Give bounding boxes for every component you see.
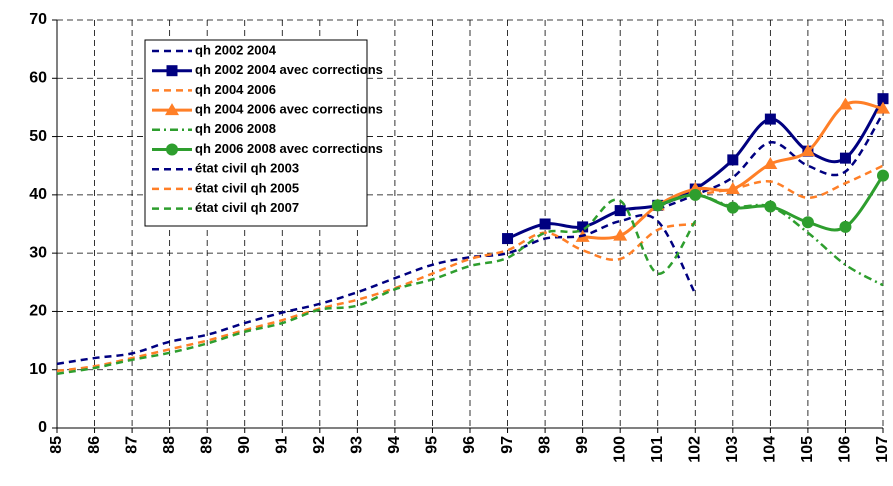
marker: [876, 101, 890, 114]
marker: [727, 154, 739, 166]
legend-label: qh 2002 2004 avec corrections: [195, 62, 383, 77]
marker: [726, 201, 739, 214]
y-tick-label: 0: [38, 419, 47, 436]
marker: [613, 228, 628, 241]
legend-label: état civil qh 2005: [195, 180, 299, 195]
y-tick-label: 30: [29, 244, 47, 261]
legend-label: état civil qh 2003: [195, 161, 299, 176]
x-tick-label: 103: [724, 436, 741, 463]
x-tick-label: 93: [349, 436, 366, 454]
x-tick-label: 96: [461, 436, 478, 454]
x-tick-label: 94: [386, 436, 403, 454]
x-tick-label: 101: [649, 436, 666, 463]
x-tick-label: 104: [762, 436, 779, 463]
marker: [801, 216, 814, 229]
marker: [539, 218, 551, 230]
y-tick-label: 10: [29, 361, 47, 378]
legend: qh 2002 2004 qh 2002 2004 avec correction…: [144, 39, 383, 227]
x-tick-label: 102: [686, 436, 703, 463]
x-tick-label: 88: [161, 436, 178, 454]
marker: [763, 156, 778, 169]
x-tick-label: 99: [574, 436, 591, 454]
marker: [725, 182, 740, 195]
marker: [838, 97, 853, 110]
marker: [166, 143, 178, 156]
marker: [651, 199, 664, 212]
legend-label: qh 2006 2008 avec corrections: [195, 141, 383, 156]
y-tick-label: 40: [29, 186, 47, 203]
marker: [800, 144, 815, 157]
x-tick-label: 106: [837, 436, 854, 463]
x-tick-label: 105: [799, 436, 816, 463]
series-line: [57, 222, 696, 373]
marker: [614, 205, 626, 217]
x-tick-label: 95: [424, 436, 441, 454]
series-line: [57, 213, 697, 366]
legend-label: état civil qh 2007: [195, 200, 299, 215]
legend-label: qh 2006 2008: [195, 121, 276, 136]
x-tick-label: 87: [123, 436, 140, 454]
marker: [839, 152, 851, 164]
x-tick-label: 100: [611, 436, 628, 463]
marker: [877, 169, 889, 182]
y-tick-label: 20: [29, 303, 47, 320]
series-line: [695, 164, 884, 200]
series-line: [57, 198, 697, 376]
y-tick-label: 60: [29, 70, 47, 87]
x-tick-label: 107: [874, 436, 891, 463]
legend-label: qh 2004 2006 avec corrections: [195, 102, 383, 117]
marker: [166, 65, 178, 77]
x-tick-label: 86: [86, 436, 103, 454]
x-tick-label: 98: [536, 436, 553, 454]
y-tick-label: 70: [29, 11, 47, 28]
marker: [502, 233, 514, 245]
y-tick-label: 50: [29, 128, 47, 145]
legend-label: qh 2002 2004: [195, 42, 277, 57]
marker: [689, 188, 702, 201]
x-tick-label: 92: [311, 436, 328, 454]
marker: [764, 113, 776, 125]
marker: [877, 93, 889, 105]
x-tick-label: 97: [499, 436, 516, 454]
x-tick-label: 91: [273, 436, 290, 454]
series-layer: [57, 93, 890, 376]
marker: [165, 103, 179, 116]
marker: [839, 220, 852, 233]
marker: [577, 221, 589, 233]
x-tick-label: 89: [198, 436, 215, 454]
x-tick-label: 90: [236, 436, 253, 454]
marker: [764, 200, 777, 213]
legend-label: qh 2004 2006: [195, 82, 276, 97]
x-tick-label: 85: [48, 436, 65, 454]
